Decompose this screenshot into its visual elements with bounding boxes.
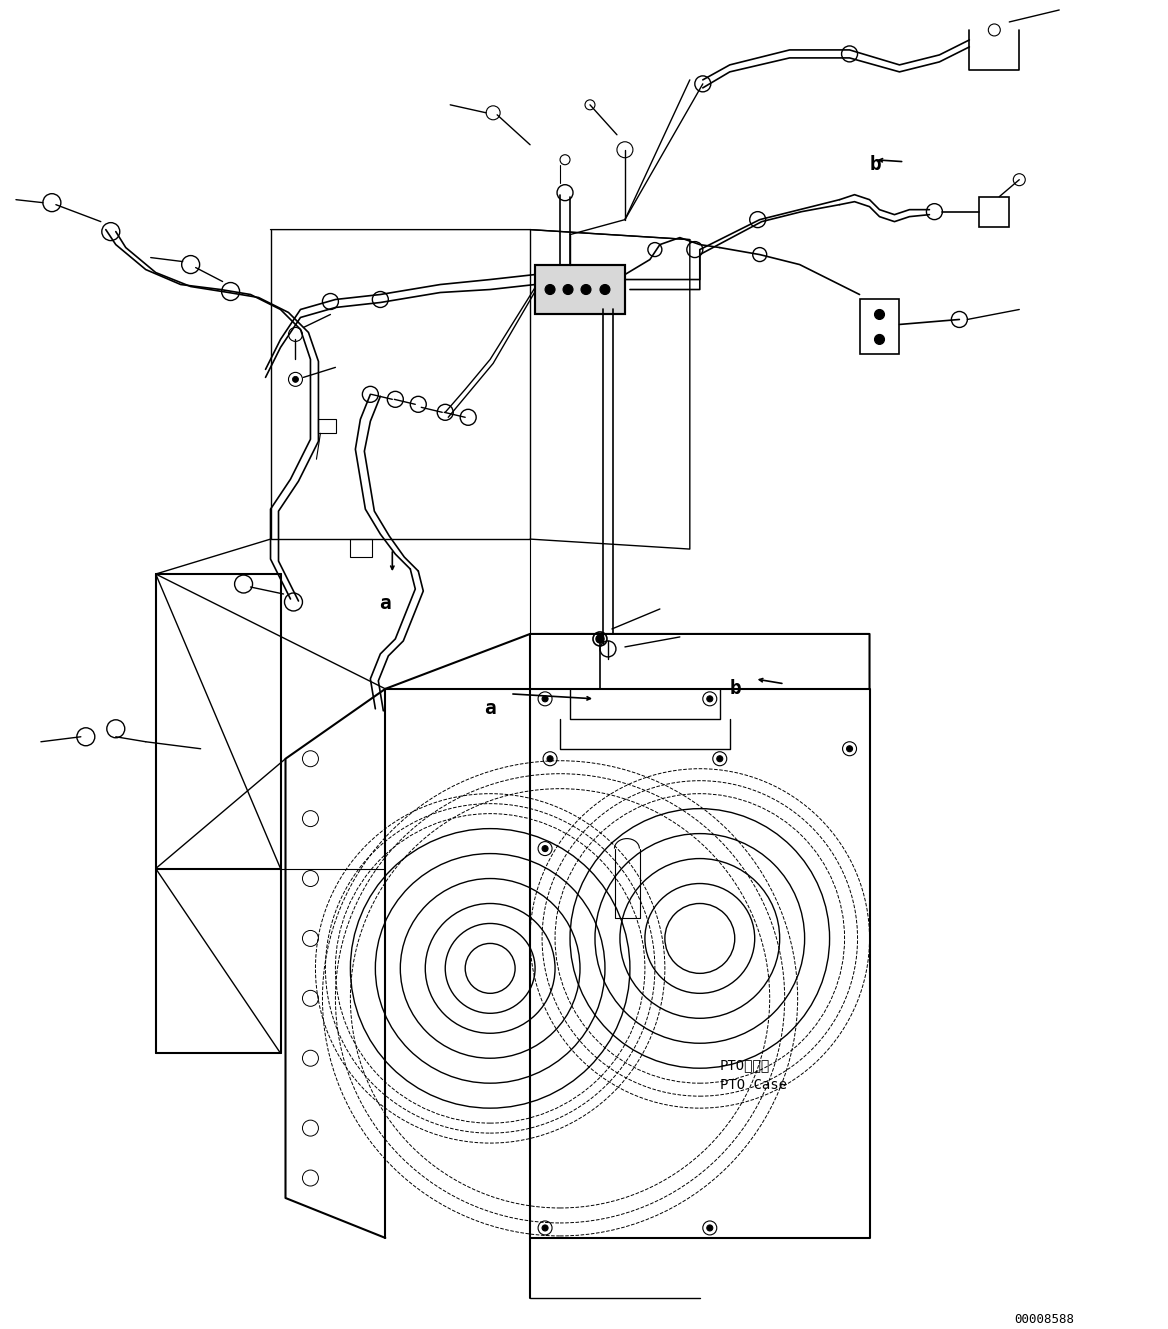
Text: a: a (485, 699, 496, 718)
Circle shape (542, 1225, 548, 1231)
Circle shape (547, 756, 554, 762)
Text: PTOケース: PTOケース (719, 1058, 770, 1073)
Text: 00008588: 00008588 (1014, 1313, 1075, 1326)
Circle shape (717, 756, 723, 762)
Circle shape (707, 696, 712, 702)
Bar (979, 197, 1009, 227)
Circle shape (580, 284, 591, 295)
Text: b: b (869, 154, 882, 174)
Bar (860, 299, 899, 355)
Text: PTO Case: PTO Case (719, 1078, 787, 1092)
Bar (350, 540, 373, 557)
Circle shape (292, 376, 299, 383)
Circle shape (847, 746, 853, 752)
Circle shape (600, 284, 610, 295)
Text: a: a (380, 594, 391, 613)
Circle shape (707, 1225, 712, 1231)
Text: b: b (730, 679, 742, 698)
Circle shape (542, 845, 548, 852)
Circle shape (563, 284, 573, 295)
Circle shape (596, 635, 604, 643)
Circle shape (875, 335, 884, 344)
Bar (319, 419, 336, 433)
Circle shape (875, 310, 884, 319)
Bar (535, 264, 625, 315)
Circle shape (542, 696, 548, 702)
Bar (535, 264, 625, 315)
Circle shape (545, 284, 555, 295)
